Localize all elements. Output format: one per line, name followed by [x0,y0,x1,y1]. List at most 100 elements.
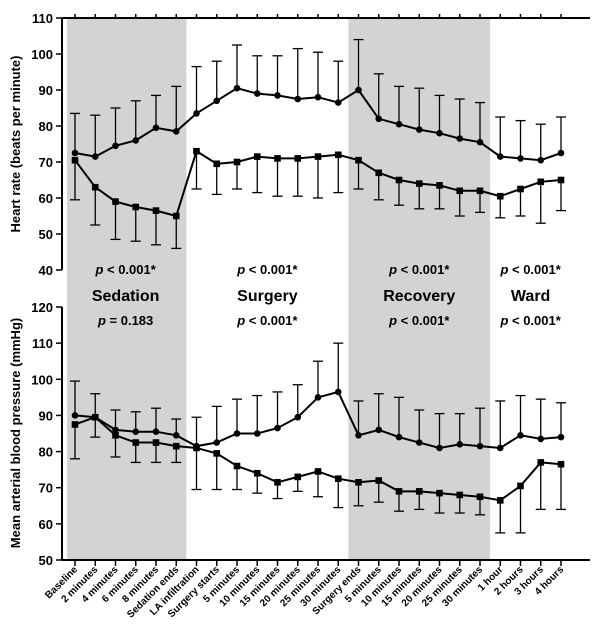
hr-point-circle [294,95,302,103]
hr-point-circle [375,115,383,123]
map-point-circle [274,424,281,432]
map-point-square [557,460,565,468]
hr-point-circle [132,137,140,144]
phase-band-sedation [67,18,187,560]
map-point-square [456,491,464,499]
bottom-y-tick-label: 70 [39,481,53,496]
map-point-square [233,462,241,470]
hr-point-square [71,156,79,164]
hr-point-circle [395,120,403,128]
hr-point-circle [436,129,443,137]
top-y-tick-label: 40 [39,263,53,278]
map-point-square [314,468,322,475]
map-point-square [294,473,302,481]
hr-point-square [436,182,443,189]
hr-point-circle [496,153,504,160]
hr-point-square [517,185,524,193]
map-point-square [476,493,484,501]
top-y-tick-label: 90 [39,83,53,98]
map-point-square [172,442,180,450]
map-point-circle [253,430,261,437]
phase-annotations: p < 0.001* Sedation p = 0.183 p < 0.001* Sur… [92,262,562,328]
hr-point-square [112,198,119,205]
map-point-square [355,478,362,486]
map-point-square [375,477,383,484]
bottom-y-axis-label: Mean arterial blood pressure (mmHg) [8,318,23,548]
map-point-circle [71,412,79,419]
phase-map-p-value: p < 0.001* [499,313,561,328]
map-point-square [395,488,403,495]
hr-point-square [152,207,160,214]
map-point-square [213,450,221,457]
heart-rate-panel: Heart rate (beats per minute) 40 50 60 70 80… [8,11,590,278]
map-point-square [253,469,261,477]
top-y-tick-label: 100 [31,47,53,62]
phase-hr-p-value: p < 0.001* [94,262,156,277]
hr-point-square [496,192,504,200]
hr-point-square [314,153,322,160]
top-y-tick-label: 50 [39,227,53,242]
hr-point-circle [456,135,464,142]
map-point-circle [557,433,565,441]
map-point-circle [132,428,140,435]
phase-hr-p-value: p < 0.001* [388,262,450,277]
hr-point-circle [355,86,362,94]
top-y-tick-label: 110 [32,11,53,26]
hr-point-circle [517,155,524,162]
hr-point-circle [476,138,484,146]
map-point-circle [537,435,545,443]
map-point-circle [496,444,504,452]
hr-point-circle [274,92,281,99]
map-point-square [496,497,504,504]
hr-point-square [456,187,464,195]
top-y-tick-label: 60 [39,191,53,206]
map-point-circle [294,413,302,421]
hr-point-circle [557,149,565,157]
map-point-circle [314,394,322,401]
phase-name: Recovery [383,288,455,305]
bottom-y-tick-label: 90 [39,408,53,423]
map-point-square [415,488,423,495]
hr-point-square [132,203,140,211]
map-point-square [537,459,545,466]
hr-point-square [294,155,302,162]
map-point-circle [112,426,119,434]
map-point-circle [334,388,342,396]
hr-point-circle [415,126,423,133]
hr-point-square [375,169,383,177]
hr-point-circle [314,93,322,101]
hr-point-square [537,178,545,186]
hr-point-square [415,180,423,187]
map-point-circle [395,433,403,441]
top-y-tick-label: 80 [39,119,53,134]
map-point-circle [172,432,180,439]
map-point-square [112,432,119,439]
map-point-circle [213,439,221,446]
hr-point-square [355,156,362,164]
hr-point-circle [193,110,200,117]
bottom-y-tick-label: 50 [39,553,53,568]
hr-point-square [91,183,99,191]
hr-point-circle [152,124,160,132]
bottom-y-tick-label: 120 [31,300,53,315]
phase-name: Ward [511,288,550,305]
map-point-square [274,478,281,486]
hr-point-circle [91,153,99,160]
hr-point-square [193,147,200,155]
hr-point-square [476,187,484,195]
map-point-square [193,444,200,452]
hr-point-square [334,151,342,159]
hr-point-circle [537,156,545,164]
map-point-square [152,439,160,446]
hr-point-square [253,153,261,160]
map-point-circle [355,432,362,439]
hr-point-square [274,155,281,162]
map-point-circle [415,439,423,446]
map-point-square [436,489,443,497]
phase-name: Sedation [92,288,160,305]
map-point-circle [375,426,383,434]
top-y-tick-label: 70 [39,155,53,170]
hr-point-square [172,212,180,220]
map-point-square [334,475,342,482]
hr-point-square [233,158,241,166]
